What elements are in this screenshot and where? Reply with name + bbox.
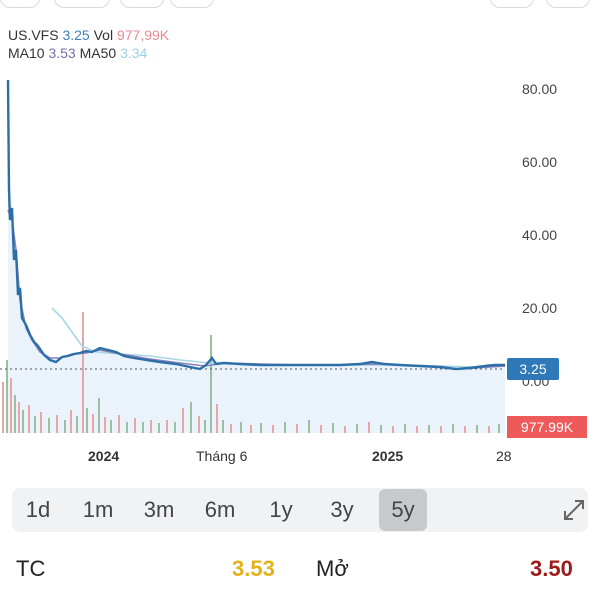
price-chart[interactable]: 80.00 60.00 40.00 20.00 0.00 3.25 977.99… [0,60,600,470]
y-tick: 40.00 [522,227,558,243]
range-5y-button[interactable]: 5y [379,489,427,531]
toolbar-button[interactable] [54,0,110,8]
x-tick: 28 [496,448,512,464]
time-range-selector: 1d 1m 3m 6m 1y 3y 5y [12,488,588,532]
open-price-value: 3.50 [530,556,573,581]
price-line [6,79,505,371]
y-tick: 80.00 [522,81,558,97]
toolbar-button[interactable] [120,0,164,8]
price-area-fill [8,80,505,433]
chart-legend: US.VFS 3.25 Vol 977,99K MA10 3.53 MA50 3… [8,26,169,62]
reference-price-value: 3.53 [232,556,275,581]
y-tick: 20.00 [522,300,558,316]
range-1y-button[interactable]: 1y [269,497,293,522]
range-3y-button[interactable]: 3y [330,497,354,522]
price-value: 3.25 [62,27,90,43]
ma10-label: MA10 [8,45,45,61]
current-price-tag: 3.25 [507,358,559,380]
symbol-label: US.VFS [8,27,59,43]
reference-price-label: TC [16,556,46,581]
stats-row: TC 3.53 Mở 3.50 [0,556,600,592]
range-3m-button[interactable]: 3m [143,497,175,522]
x-tick: 2024 [88,448,120,464]
volume-tag: 977.99K [507,416,587,438]
range-1m-button[interactable]: 1m [82,497,114,522]
price-chart-svg [0,79,506,433]
x-tick: 2025 [372,448,404,464]
x-tick: Tháng 6 [196,448,248,464]
open-price-label: Mở [316,556,349,581]
toolbar-button[interactable] [0,0,40,8]
volume-label: Vol [93,27,114,43]
ma10-value: 3.53 [48,45,76,61]
toolbar-button[interactable] [490,0,534,8]
toolbar-button[interactable] [170,0,214,8]
toolbar-button[interactable] [546,0,590,8]
ma50-value: 3.34 [120,45,148,61]
y-tick: 60.00 [522,154,558,170]
volume-value: 977,99K [116,27,170,43]
range-1d-button[interactable]: 1d [25,497,51,522]
top-toolbar [0,0,600,8]
ma50-label: MA50 [79,45,117,61]
expand-diagonal-icon[interactable] [558,494,590,526]
volume-bars [2,312,500,433]
range-6m-button[interactable]: 6m [204,497,236,522]
